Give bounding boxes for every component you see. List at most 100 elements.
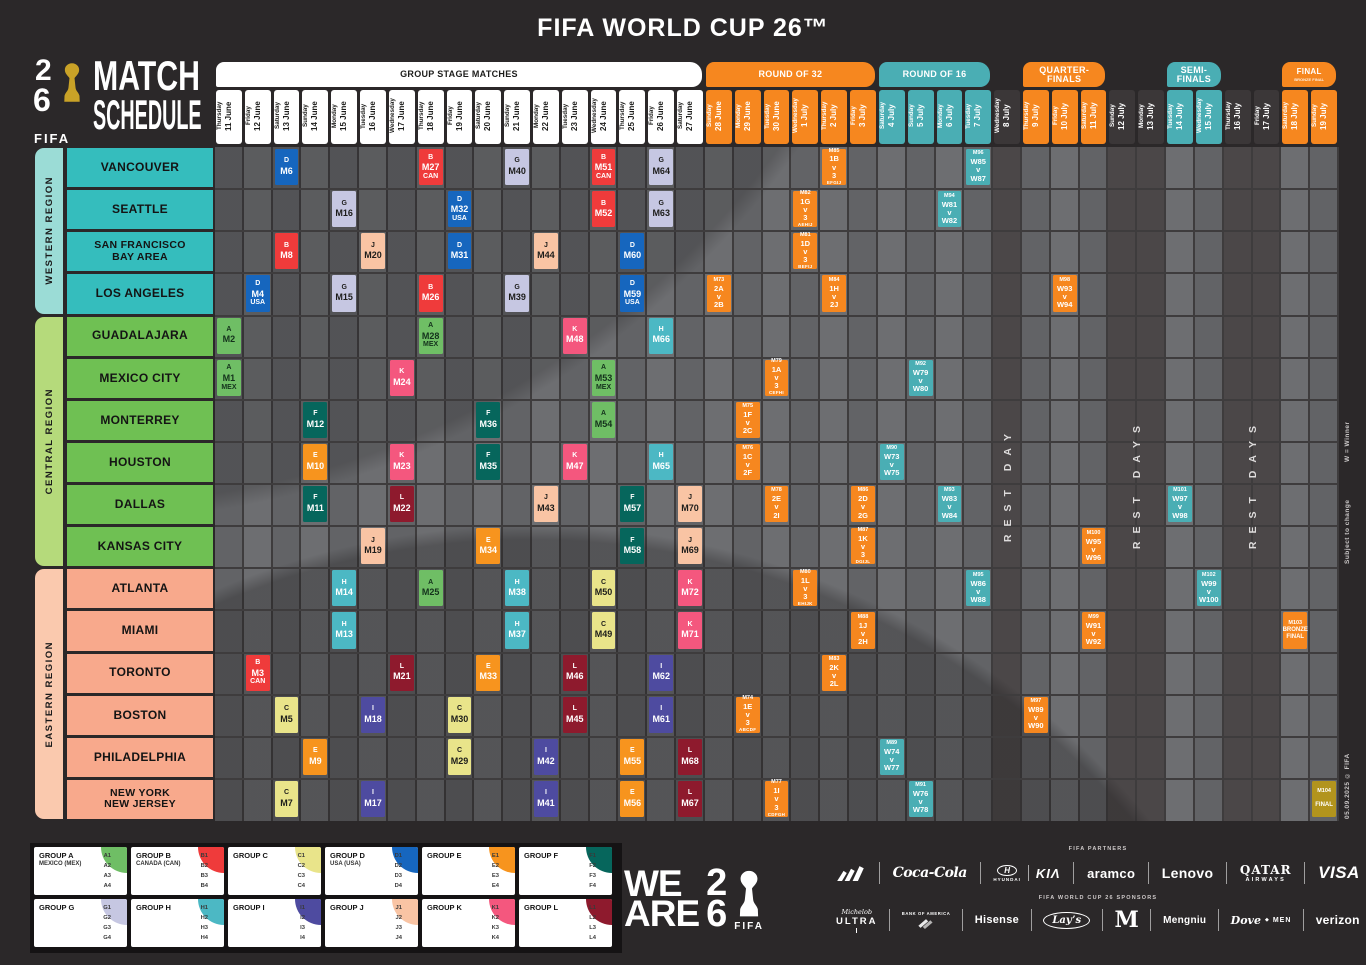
match-cell-M96: M96 W85 v W87: [966, 149, 991, 186]
cell-pairing-line: 3: [860, 549, 866, 559]
date-text: Monday 6 July: [937, 90, 963, 144]
cell-pairing-line: W79: [912, 368, 929, 378]
match-cell-M93: M93 W83 v W84: [937, 486, 962, 523]
match-cell-M56: E M56: [620, 780, 645, 817]
cell-pairing-line: W89: [1028, 705, 1044, 715]
legend-slot-list: E1 E2 E3 E4: [492, 852, 499, 891]
cell-match-number: M21: [393, 671, 411, 682]
cell-match-number: M67: [681, 797, 699, 808]
date-column-header-13-July: Monday 13 July: [1138, 90, 1165, 144]
match-cell-M28: A M28 MEX: [418, 317, 443, 354]
cell-group-letter: H: [514, 620, 520, 628]
cell-match-number: M64: [652, 165, 670, 176]
cell-pairing-line: W82: [941, 215, 958, 225]
cell-pairing-line: v: [860, 541, 866, 551]
date-column-header-16-July: Thursday 16 July: [1224, 90, 1251, 144]
date-text: Friday 3 July: [850, 90, 876, 144]
date-number: 26 June: [656, 101, 666, 131]
cell-group-letter: J: [688, 494, 692, 502]
date-text: Sunday 5 July: [908, 90, 934, 144]
cell-match-number: M69: [681, 545, 699, 556]
legend-slot: G3: [103, 924, 111, 931]
cell-group-letter: J: [543, 494, 548, 502]
cell-pairing-line: W96: [1085, 552, 1102, 562]
legend-slot: A4: [103, 882, 111, 889]
cell-match-number: M87: [857, 526, 869, 533]
legend-slot: F4: [589, 882, 596, 889]
date-number: 25 June: [627, 101, 637, 131]
date-text: Thursday 9 July: [1023, 90, 1049, 144]
we-are-digits: 2 6: [706, 864, 727, 933]
cell-third-place-options: AEHIJ: [797, 221, 813, 227]
match-cell-M24: K M24: [389, 359, 414, 396]
date-column-header-30-June: Tuesday 30 June: [763, 90, 790, 144]
match-cell-M84: M84 1H v 2J: [822, 275, 847, 312]
date-number: 3 July: [857, 104, 867, 128]
cell-match-number: M73: [713, 276, 725, 283]
cell-match-number: M80: [799, 568, 811, 575]
match-cell-M78: M78 2E v 2I: [764, 486, 789, 523]
match-cell-M86: M86 2D v 2G: [851, 486, 875, 523]
date-number: 11 June: [223, 101, 233, 131]
date-column-header-3-July: Friday 3 July: [850, 90, 876, 144]
legend-slot: E2: [491, 862, 499, 869]
cell-match-number: M83: [828, 655, 840, 662]
date-day-name: Wednesday: [590, 98, 598, 134]
cell-pairing-line: W91: [1085, 620, 1102, 630]
date-column-header-4-July: Saturday 4 July: [878, 90, 905, 144]
stage-bar-label: GROUP STAGE MATCHES: [400, 69, 518, 79]
date-day-name: Wednesday: [388, 98, 396, 134]
cell-pairing-line: v: [1091, 544, 1096, 554]
date-day-name: Saturday: [1080, 102, 1088, 130]
match-cell-M80: M80 1L v 3 EHIJK: [793, 568, 818, 607]
legend-slot: E3: [491, 872, 499, 879]
match-cell-M75: M75 1F v 2C: [735, 401, 760, 438]
match-cell-M35: F M35: [476, 443, 501, 480]
cell-pairing-line: 2B: [714, 299, 724, 309]
legend-group-name: GROUP D: [330, 851, 365, 860]
cell-match-number: M86: [857, 487, 869, 494]
cell-match-number: M48: [565, 334, 584, 345]
fifa-partners-row: Coca-Cola H HYUNDAI KIΛ aramco Lenovo QATAR AIR…: [836, 854, 1360, 892]
match-cell-M71: K M71: [678, 612, 702, 649]
legend-slot-list: J1 J2 J3 J4: [396, 904, 402, 943]
cell-group-letter: I: [372, 705, 374, 713]
legend-slot: C4: [297, 882, 305, 889]
cell-host-team: CAN: [595, 172, 612, 180]
cell-group-letter: C: [601, 578, 607, 586]
sponsor-logo-dove-men-care: Dove ◆ MEN: [1230, 913, 1292, 927]
cell-match-number: M101: [1173, 487, 1187, 494]
rest-days-text: REST DAYS: [1246, 418, 1259, 550]
match-cell-M73: M73 2A v 2B: [706, 275, 731, 312]
region-label-text: EASTERN REGION: [43, 640, 55, 748]
match-cell-M38: H M38: [505, 570, 530, 607]
cell-match-number: M91: [915, 782, 926, 789]
cell-match-number: M34: [479, 545, 498, 556]
cell-group-letter: J: [543, 241, 548, 249]
cell-match-number: M4: [251, 288, 264, 299]
trophy-icon: [739, 870, 759, 916]
match-cell-M64: G M64: [649, 149, 674, 186]
match-cell-M79: M79 1A v 3 CEFHI: [764, 358, 789, 396]
cell-group-letter: C: [284, 705, 290, 713]
cell-group-letter: D: [284, 157, 290, 165]
match-cell-M46: L M46: [562, 654, 587, 691]
cell-pairing-line: 1I: [773, 786, 780, 796]
date-number: 4 July: [886, 104, 896, 128]
cell-pairing-line: v: [947, 502, 952, 512]
legend-slot: L4: [589, 934, 596, 941]
legend-card-group-G: GROUP G G1 G2 G3 G4: [34, 899, 127, 947]
sponsor-logo-verizon: verizon: [1315, 913, 1360, 927]
cell-match-number: M72: [681, 587, 699, 598]
legend-slot: D4: [394, 882, 402, 889]
match-cell-M34: E M34: [476, 528, 501, 565]
match-cell-M19: J M19: [361, 528, 385, 565]
match-cell-M10: E M10: [303, 443, 328, 480]
rest-days-text: REST DAY: [1001, 425, 1014, 543]
match-cell-M50: C M50: [591, 570, 616, 607]
logo-fifa-wordmark: FIFA: [34, 131, 71, 146]
cell-group-letter: F: [313, 494, 318, 502]
cell-group-letter: L: [687, 747, 693, 755]
date-number: 9 July: [1030, 104, 1040, 128]
date-text: Sunday 28 June: [706, 90, 732, 144]
